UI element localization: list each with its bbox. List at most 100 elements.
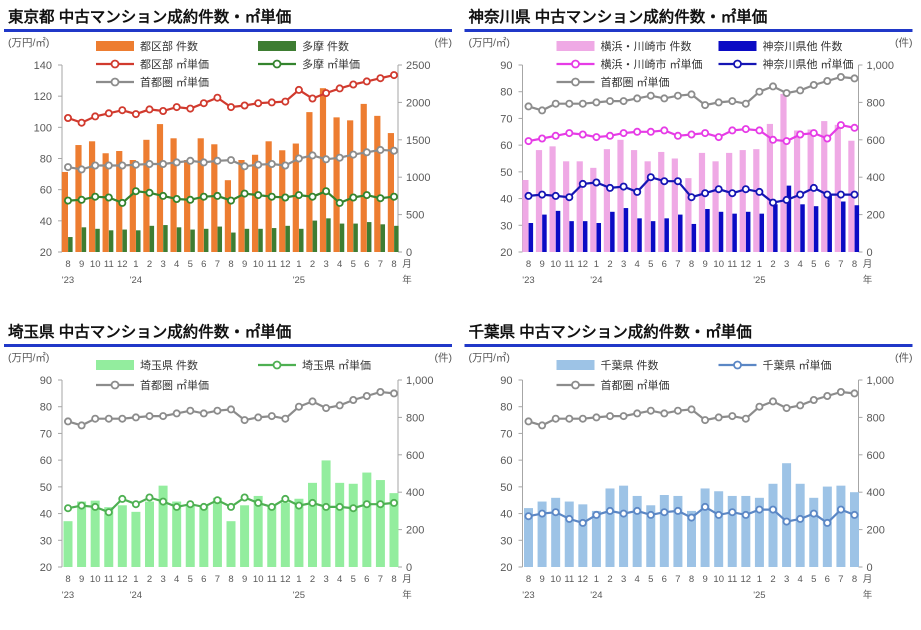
tokubu-tanka-marker (335, 84, 344, 93)
right-axis-tick-label: 200 (406, 525, 424, 537)
month-label: 8 (689, 574, 694, 585)
month-label: 3 (323, 259, 328, 270)
chart-panel-chiba: 千葉県 中古マンション成約件数・㎡単価 (万円/㎡) (件) 90 80 70 60 5… (460, 315, 921, 630)
saitama-kensu-bar (348, 483, 358, 567)
tama-kensu-bar (108, 230, 114, 252)
chiba-kensu-bar (524, 508, 533, 567)
month-label: 3 (621, 259, 626, 270)
yokohama-kawasaki-tanka-marker (755, 126, 764, 135)
month-label: 3 (323, 574, 328, 585)
chiba-kensu-bar (632, 495, 642, 567)
tama-tanka-marker (389, 192, 398, 201)
chiba-tanka-marker (551, 508, 560, 517)
saitama-tanka-marker (226, 502, 235, 511)
shutoken-tanka-marker (104, 414, 113, 423)
yokohama-kawasaki-tanka-marker (605, 131, 614, 140)
chiba-tanka-marker (660, 508, 669, 517)
yokohama-kawasaki-tanka-marker (673, 131, 682, 140)
tama-tanka-marker (349, 193, 358, 202)
shutoken-tanka-legend-marker (110, 380, 120, 390)
saitama-kensu-bar (63, 521, 73, 567)
left-axis-tick-label: 50 (500, 482, 512, 494)
year-label: '23 (522, 590, 534, 601)
shutoken-tanka-marker (240, 416, 249, 425)
right-axis-tick-label: 400 (406, 487, 424, 499)
month-label: 7 (675, 574, 680, 585)
left-axis-tick-label: 60 (500, 455, 512, 467)
chiba-tanka-marker (809, 509, 818, 518)
shutoken-tanka-marker (687, 405, 696, 414)
left-axis-tick-label: 140 (34, 60, 52, 72)
chiba-kensu-bar (714, 491, 724, 567)
kanagawa-other-kensu-bar (610, 211, 615, 252)
shutoken-tanka-marker (213, 156, 222, 165)
saitama-kensu-bar (240, 505, 250, 567)
chiba-kensu-bar (850, 492, 859, 567)
year-unit-label: 年 (863, 274, 873, 286)
tama-kensu-bar (366, 222, 372, 252)
tama-tanka-marker (240, 189, 249, 198)
tokubu-kensu-bar (170, 138, 177, 252)
chiba-kensu-bar (768, 483, 778, 567)
yokohama-kawasaki-tanka-marker (782, 137, 791, 146)
month-label: 12 (117, 259, 128, 270)
saitama-tanka-marker (186, 500, 195, 509)
chiba-tanka-legend-label: 千葉県 ㎡単価 (763, 358, 832, 372)
month-label: 1 (757, 259, 762, 270)
month-label: 4 (174, 259, 179, 270)
shutoken-tanka-legend-label: 首都圏 ㎡単価 (601, 75, 670, 89)
shutoken-tanka-marker (322, 404, 331, 413)
kanagawa-other-tanka-marker (714, 185, 723, 194)
tokubu-kensu-bar (333, 117, 340, 252)
chiba-tanka-marker (578, 518, 587, 527)
month-label: 4 (635, 574, 640, 585)
shutoken-tanka-marker (91, 161, 100, 170)
year-label: '24 (130, 275, 142, 286)
chiba-tanka-marker (782, 517, 791, 526)
kanagawa-other-kensu-bar (637, 218, 642, 252)
shutoken-tanka-legend-marker (571, 380, 580, 390)
shutoken-tanka-marker (524, 417, 533, 426)
month-label: 8 (65, 259, 70, 270)
kanagawa-other-kensu-bar (596, 223, 602, 252)
kanagawa-other-tanka-marker (646, 173, 655, 182)
yokohama-kawasaki-kensu-legend-swatch (556, 41, 595, 51)
shutoken-tanka-marker (809, 396, 818, 405)
yokohama-kawasaki-tanka-legend-marker (571, 59, 580, 69)
month-label: 6 (825, 259, 830, 270)
shutoken-tanka-marker (605, 412, 614, 421)
shutoken-tanka-marker (605, 97, 614, 106)
month-label: 10 (90, 259, 101, 270)
month-label: 7 (675, 259, 680, 270)
kanagawa-other-kensu-bar (732, 213, 737, 252)
chiba-tanka-marker (850, 510, 859, 519)
month-label: 1 (133, 259, 138, 270)
shutoken-tanka-marker (308, 151, 317, 160)
month-label: 5 (811, 574, 816, 585)
kanagawa-other-tanka-marker (796, 190, 805, 199)
year-label: '24 (590, 275, 602, 286)
saitama-tanka-marker (389, 498, 398, 507)
tokubu-tanka-marker (118, 106, 127, 115)
kanagawa-other-tanka-marker (728, 189, 737, 198)
saitama-tanka-marker (267, 502, 276, 511)
shutoken-tanka-marker (281, 414, 290, 423)
tama-tanka-marker (362, 191, 371, 200)
shutoken-tanka-legend-label: 首都圏 ㎡単価 (140, 75, 209, 89)
month-label: 3 (160, 574, 165, 585)
kanagawa-other-kensu-bar (582, 221, 588, 252)
left-axis-unit: (万円/㎡) (8, 352, 49, 364)
saitama-kensu-bar (212, 497, 222, 567)
saitama-kensu-bar (375, 480, 385, 567)
shutoken-tanka-marker (267, 159, 276, 168)
tokubu-kensu-bar (129, 160, 136, 252)
saitama-tanka-marker (199, 502, 208, 511)
shutoken-tanka-marker (673, 91, 682, 100)
tokubu-kensu-legend-swatch (96, 41, 134, 51)
chiba-tanka-marker (673, 506, 682, 515)
kanagawa-other-tanka-marker (768, 198, 777, 207)
shutoken-tanka-marker (850, 74, 859, 83)
tokubu-kensu-bar (347, 120, 354, 252)
saitama-kensu-bar (117, 505, 127, 567)
shutoken-tanka-marker (809, 81, 818, 90)
